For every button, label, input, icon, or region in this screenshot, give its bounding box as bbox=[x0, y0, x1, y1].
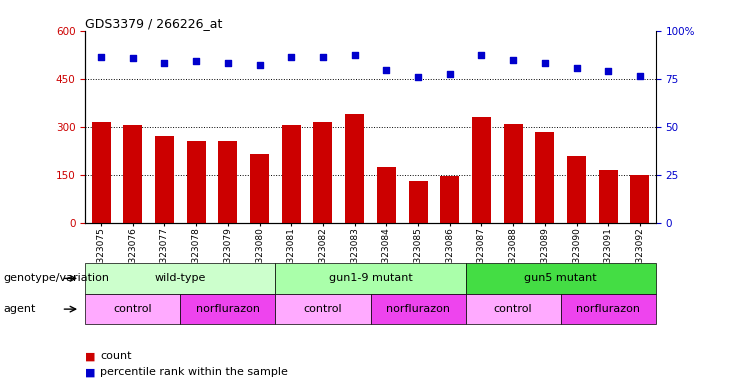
Bar bbox=[567, 156, 586, 223]
Bar bbox=[155, 136, 174, 223]
Bar bbox=[282, 125, 301, 223]
Bar bbox=[345, 114, 364, 223]
Point bbox=[539, 60, 551, 66]
Point bbox=[317, 53, 329, 60]
Text: norflurazon: norflurazon bbox=[386, 304, 450, 314]
Text: count: count bbox=[100, 351, 132, 361]
Bar bbox=[123, 125, 142, 223]
Bar bbox=[504, 124, 522, 223]
Point bbox=[602, 68, 614, 74]
Point bbox=[159, 60, 170, 66]
Point bbox=[95, 53, 107, 60]
Point bbox=[444, 71, 456, 77]
Point bbox=[476, 52, 488, 58]
Text: norflurazon: norflurazon bbox=[576, 304, 640, 314]
Point bbox=[507, 57, 519, 63]
Point bbox=[349, 52, 361, 58]
Bar bbox=[408, 181, 428, 223]
Point bbox=[571, 65, 582, 71]
Bar bbox=[219, 141, 237, 223]
Point bbox=[285, 53, 297, 60]
Point bbox=[127, 55, 139, 61]
Bar bbox=[440, 176, 459, 223]
Text: ■: ■ bbox=[85, 351, 96, 361]
Point bbox=[253, 62, 265, 68]
Text: genotype/variation: genotype/variation bbox=[4, 273, 110, 283]
Point bbox=[380, 66, 392, 73]
Point bbox=[190, 58, 202, 65]
Text: control: control bbox=[113, 304, 152, 314]
Text: gun1-9 mutant: gun1-9 mutant bbox=[328, 273, 413, 283]
Bar bbox=[535, 131, 554, 223]
Bar bbox=[377, 167, 396, 223]
Bar bbox=[250, 154, 269, 223]
Text: percentile rank within the sample: percentile rank within the sample bbox=[100, 367, 288, 377]
Point bbox=[634, 73, 646, 79]
Text: ■: ■ bbox=[85, 367, 96, 377]
Text: agent: agent bbox=[4, 304, 36, 314]
Text: control: control bbox=[304, 304, 342, 314]
Bar bbox=[472, 117, 491, 223]
Point bbox=[412, 74, 424, 81]
Bar bbox=[313, 122, 333, 223]
Bar bbox=[92, 122, 110, 223]
Bar bbox=[187, 141, 206, 223]
Bar bbox=[599, 170, 618, 223]
Text: GDS3379 / 266226_at: GDS3379 / 266226_at bbox=[85, 17, 222, 30]
Text: norflurazon: norflurazon bbox=[196, 304, 260, 314]
Point bbox=[222, 60, 233, 66]
Text: wild-type: wild-type bbox=[155, 273, 206, 283]
Text: control: control bbox=[494, 304, 533, 314]
Bar bbox=[631, 175, 649, 223]
Text: gun5 mutant: gun5 mutant bbox=[525, 273, 597, 283]
